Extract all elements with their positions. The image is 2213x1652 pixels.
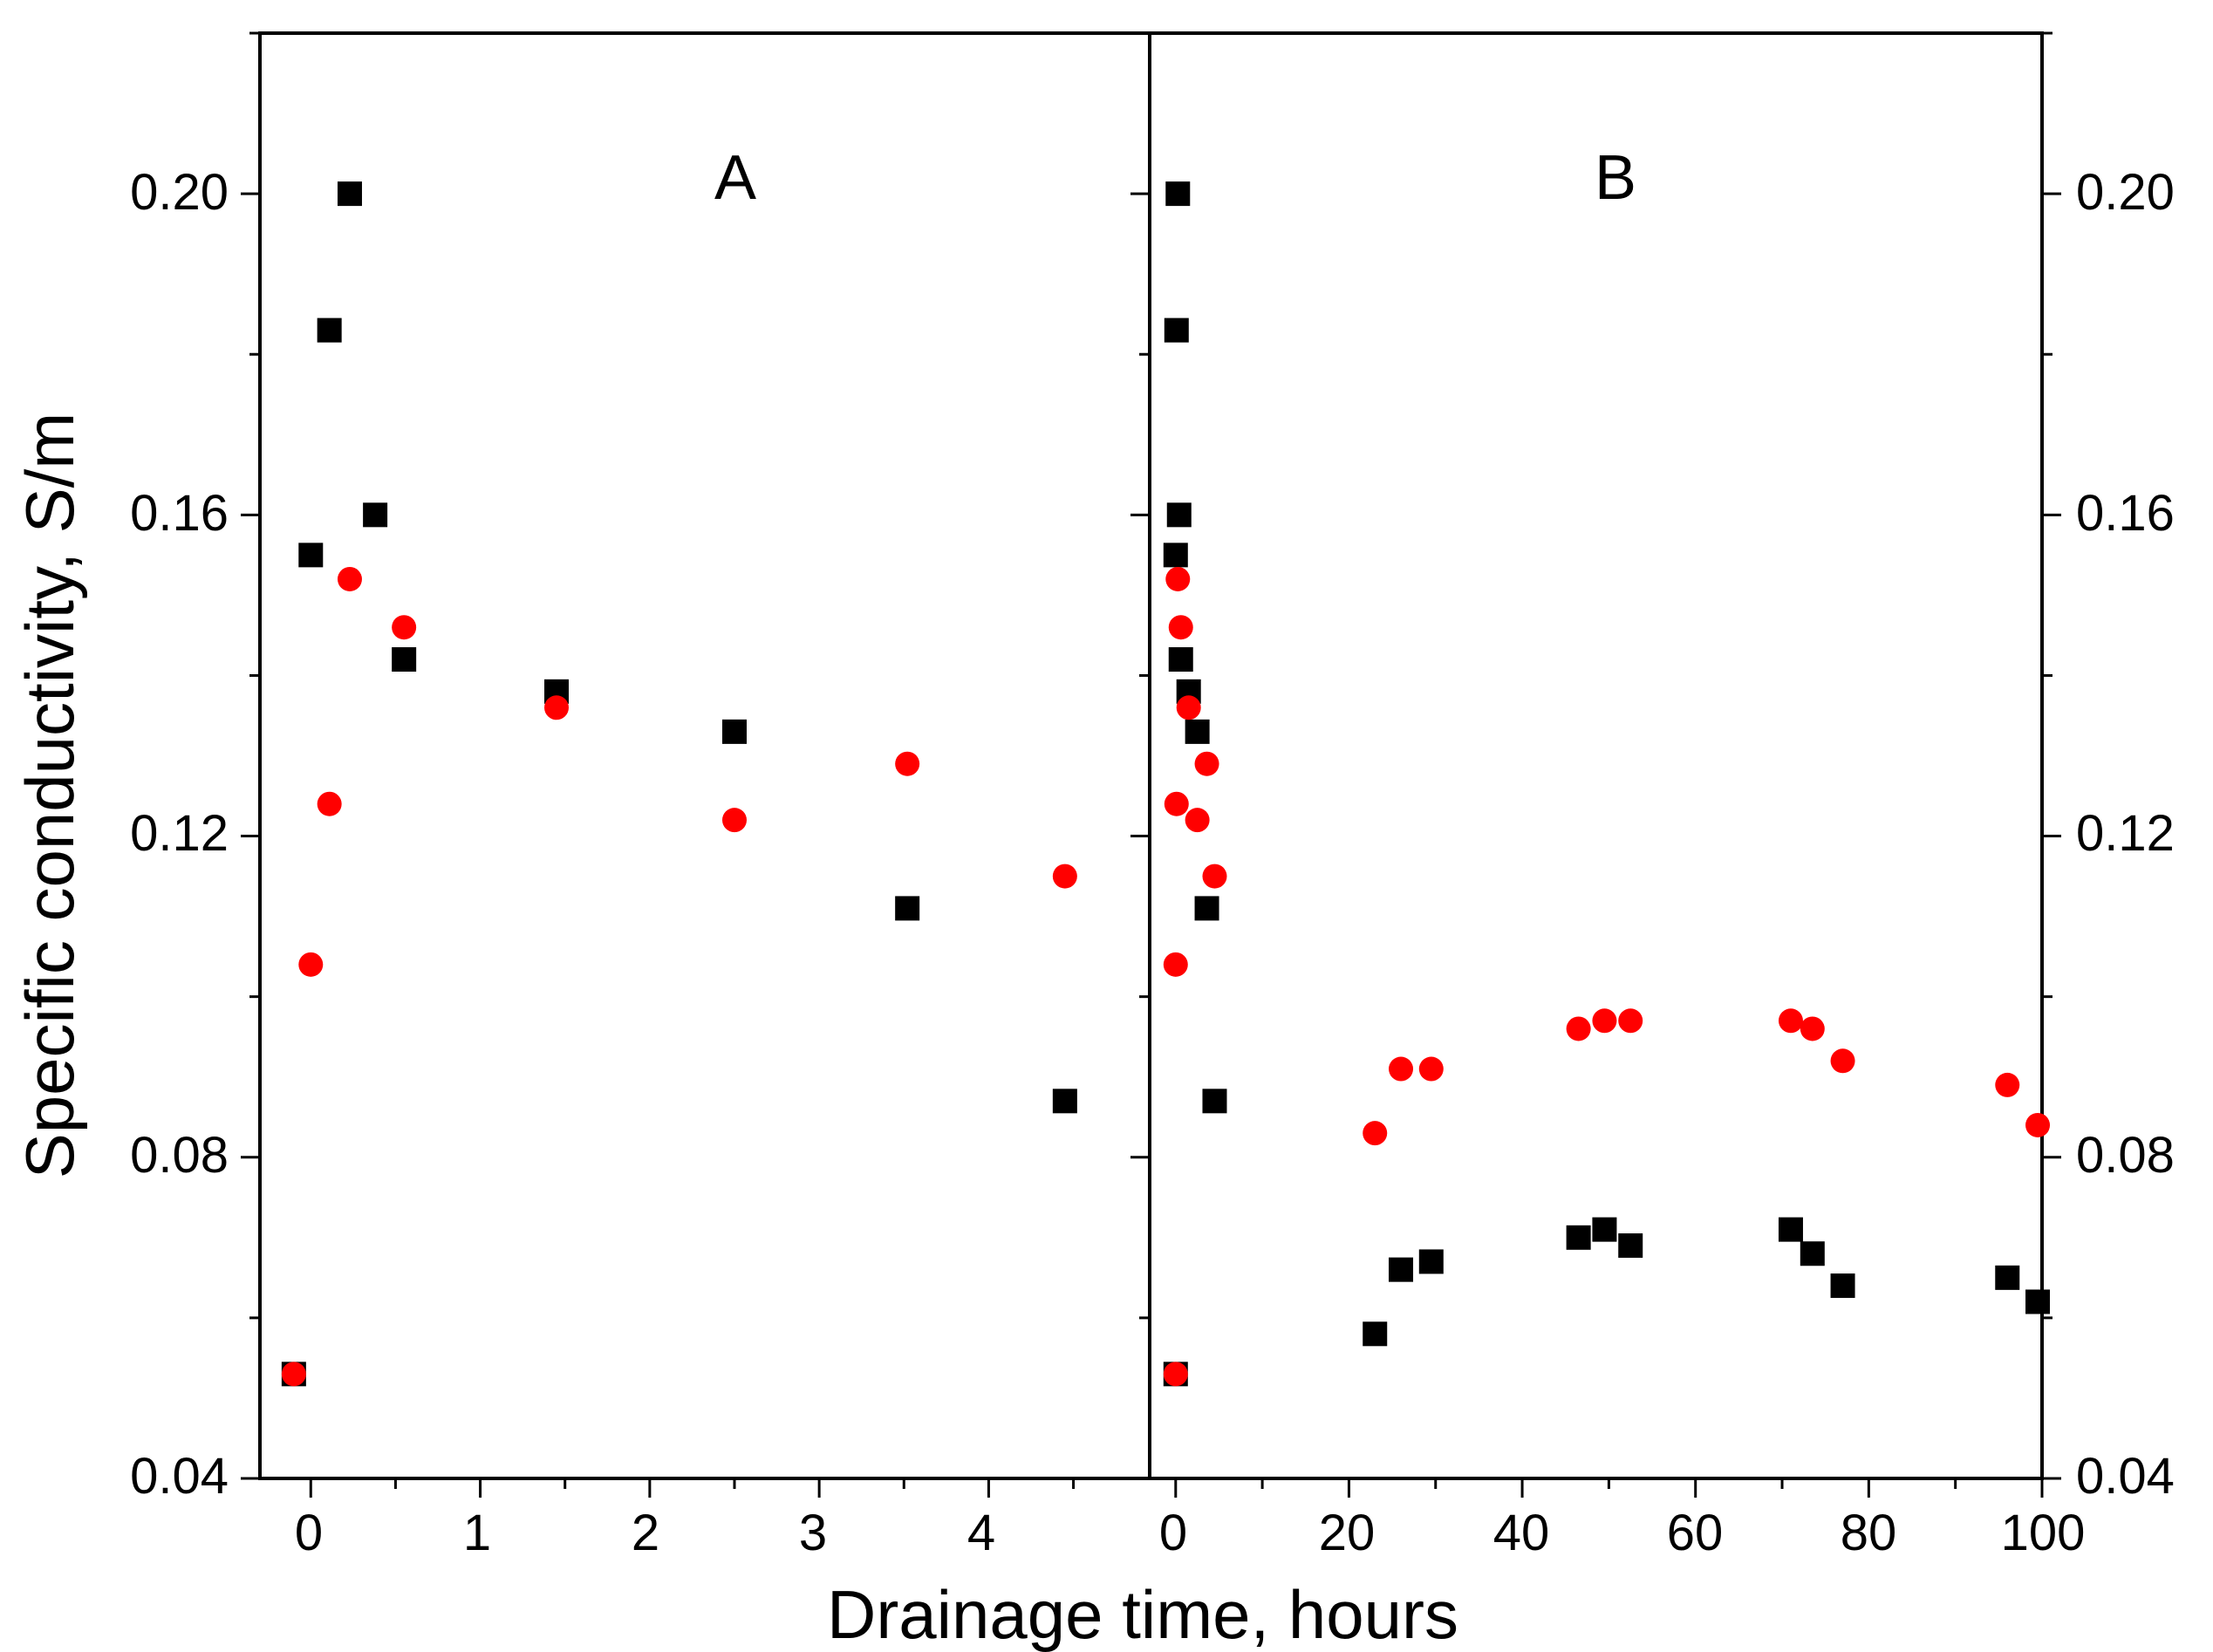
- data-point-square: [1165, 181, 1191, 207]
- panel-b-frame: [1148, 31, 2044, 1480]
- data-point-square: [1166, 502, 1192, 528]
- data-point-square: [1995, 1265, 2020, 1290]
- x-tick-label: 3: [799, 1505, 827, 1561]
- data-point-circle: [337, 566, 362, 591]
- y-tick-label: 0.12: [130, 805, 229, 862]
- y-tick-label: 0.20: [130, 164, 229, 221]
- y-axis-title: Specific conductivity, S/m: [11, 413, 88, 1179]
- panel-a-label: A: [714, 143, 756, 213]
- data-point-circle: [895, 751, 920, 776]
- x-tick-label: 1: [463, 1505, 491, 1561]
- data-point-square: [1194, 896, 1219, 921]
- panel-b-label: B: [1595, 143, 1636, 213]
- data-point-square: [895, 896, 920, 921]
- data-point-square: [363, 502, 388, 528]
- data-point-square: [1618, 1233, 1643, 1259]
- data-point-circle: [1363, 1121, 1388, 1146]
- data-point-circle: [392, 615, 417, 640]
- data-point-circle: [1176, 695, 1201, 720]
- panel-b-border: [1148, 31, 2044, 1480]
- x-tick-label: 20: [1319, 1505, 1376, 1561]
- x-tick-label: 60: [1667, 1505, 1724, 1561]
- data-point-circle: [1185, 808, 1210, 833]
- data-point-circle: [1165, 566, 1191, 591]
- data-point-circle: [1995, 1072, 2020, 1097]
- y-tick-labels-right: 0.04 0.08 0.12 0.16 0.20: [2076, 164, 2175, 1505]
- y-tick-label: 0.04: [130, 1448, 229, 1505]
- data-point-circle: [1164, 791, 1189, 816]
- data-point-square: [1418, 1249, 1444, 1274]
- data-point-square: [1185, 719, 1210, 744]
- data-point-square: [1830, 1273, 1855, 1299]
- data-point-square: [1566, 1225, 1591, 1250]
- data-point-square: [1168, 647, 1193, 672]
- data-point-circle: [1778, 1008, 1803, 1034]
- y-tick-label: 0.08: [2076, 1127, 2175, 1184]
- data-point-circle: [1592, 1008, 1617, 1034]
- data-point-square: [337, 181, 362, 207]
- data-point-square: [1164, 317, 1189, 343]
- x-tick-labels-panel-b: 0 20 40 60 80 100: [1159, 1505, 2086, 1561]
- data-point-square: [722, 719, 747, 744]
- x-tick-label: 0: [1159, 1505, 1187, 1561]
- data-point-circle: [1052, 864, 1077, 889]
- data-point-square: [1163, 543, 1188, 568]
- data-point-square: [1800, 1241, 1825, 1266]
- x-tick-label: 0: [295, 1505, 323, 1561]
- data-point-circle: [722, 808, 747, 833]
- data-point-circle: [544, 695, 569, 720]
- data-point-square: [1592, 1217, 1617, 1242]
- y-tick-labels-left: 0.04 0.08 0.12 0.16 0.20: [130, 164, 229, 1505]
- data-point-circle: [317, 791, 342, 816]
- data-point-square: [1202, 1089, 1227, 1114]
- data-point-square: [2025, 1289, 2051, 1314]
- y-tick-label: 0.20: [2076, 164, 2175, 221]
- data-point-circle: [1830, 1048, 1855, 1074]
- x-tick-label: 80: [1841, 1505, 1897, 1561]
- data-point-circle: [281, 1362, 306, 1387]
- x-tick-label: 2: [632, 1505, 659, 1561]
- data-point-square: [1778, 1217, 1803, 1242]
- data-point-circle: [1194, 751, 1219, 776]
- axis-ticks: [241, 31, 2061, 1498]
- data-point-circle: [2025, 1112, 2051, 1137]
- data-points: [281, 181, 2051, 1387]
- data-point-square: [1052, 1089, 1077, 1114]
- data-point-circle: [1163, 952, 1188, 977]
- data-point-square: [317, 317, 342, 343]
- data-point-square: [1363, 1321, 1388, 1347]
- data-point-square: [392, 647, 417, 672]
- x-tick-label: 100: [2001, 1505, 2086, 1561]
- data-point-circle: [1168, 615, 1193, 640]
- x-tick-labels-panel-a: 0 1 2 3 4: [295, 1505, 995, 1561]
- data-point-square: [298, 543, 324, 568]
- data-point-circle: [1202, 864, 1227, 889]
- y-tick-label: 0.16: [2076, 485, 2175, 542]
- y-tick-label: 0.04: [2076, 1448, 2175, 1505]
- data-point-square: [1389, 1257, 1414, 1282]
- data-point-circle: [1418, 1056, 1444, 1082]
- x-axis-title: Drainage time, hours: [827, 1576, 1458, 1652]
- x-tick-label: 40: [1493, 1505, 1550, 1561]
- y-tick-label: 0.08: [130, 1127, 229, 1184]
- data-point-circle: [1389, 1056, 1414, 1082]
- data-point-circle: [1566, 1016, 1591, 1041]
- data-point-circle: [1163, 1362, 1188, 1387]
- y-tick-label: 0.16: [130, 485, 229, 542]
- data-point-circle: [298, 952, 324, 977]
- x-tick-label: 4: [967, 1505, 995, 1561]
- y-tick-label: 0.12: [2076, 805, 2175, 862]
- data-point-circle: [1618, 1008, 1643, 1034]
- data-point-circle: [1800, 1016, 1825, 1041]
